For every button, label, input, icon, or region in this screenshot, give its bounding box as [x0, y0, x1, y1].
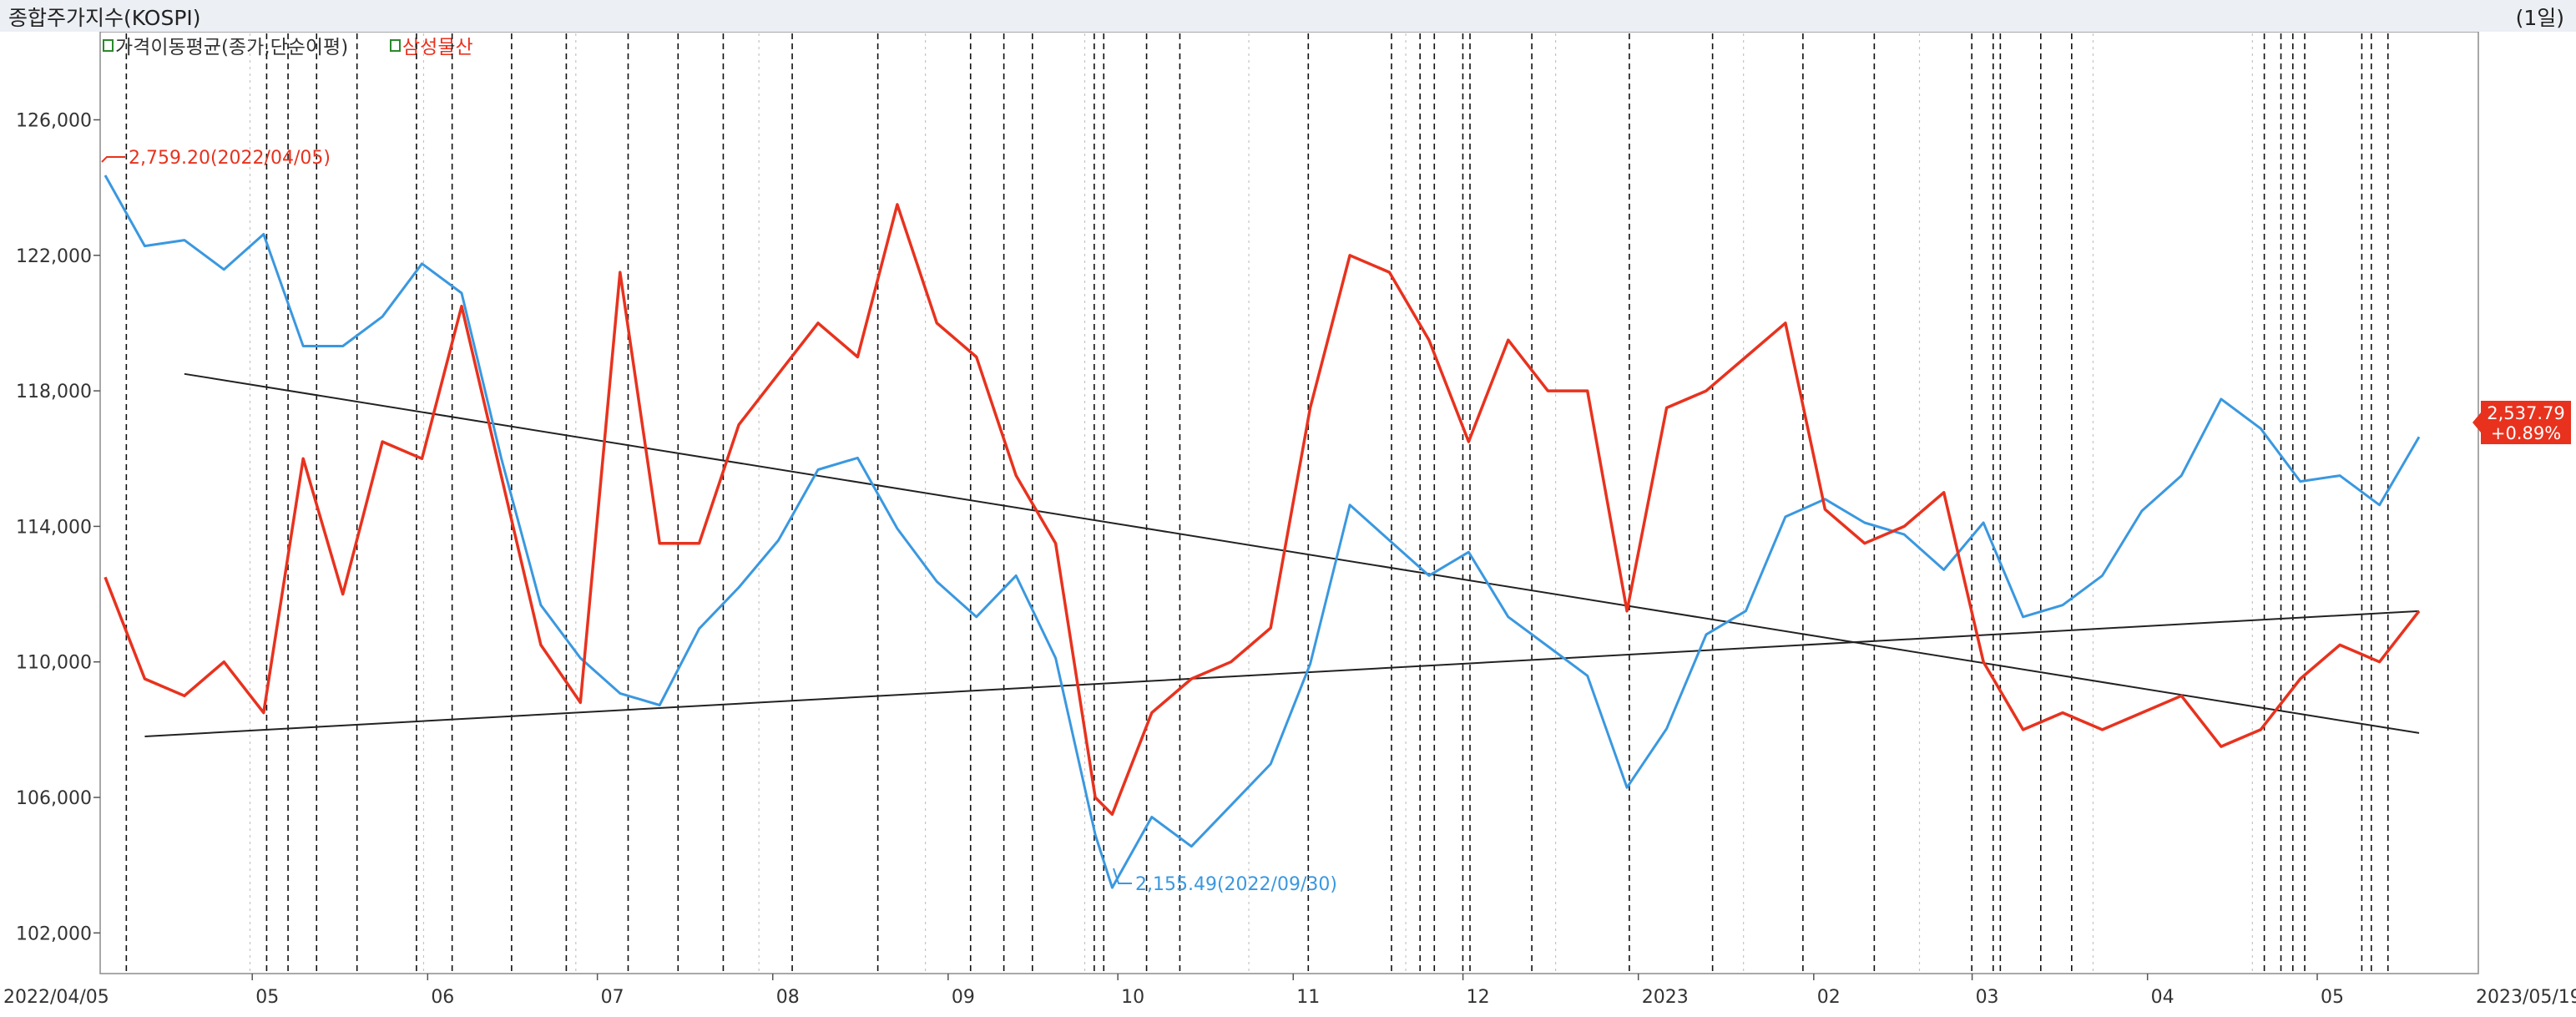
x-tick-label: 04: [2151, 987, 2174, 1008]
x-tick-label: 11: [1296, 987, 1320, 1008]
x-tick-label: 09: [952, 987, 975, 1008]
grid-lines: [249, 33, 2253, 974]
x-tick-label: 06: [431, 987, 454, 1008]
left-tick-label: 122,000: [16, 246, 92, 267]
x-tick-label: 12: [1467, 987, 1490, 1008]
trendline: [184, 372, 2420, 734]
x-start-label: 2022/04/05: [3, 987, 109, 1008]
legend: 가격이동평균(종가,단순이평) 삼성물산: [103, 37, 473, 58]
x-tick-label: 02: [1817, 987, 1841, 1008]
x-tick-label: 05: [255, 987, 279, 1008]
x-tick-label: 07: [601, 987, 624, 1008]
high-annotation-leader: [101, 156, 125, 163]
period-label[interactable]: (1일): [2515, 6, 2564, 30]
last-change: +0.89%: [2491, 423, 2561, 443]
x-tick-label: 05: [2321, 987, 2344, 1008]
x-tick-label: 10: [1121, 987, 1144, 1008]
x-tick-label: 03: [1976, 987, 1999, 1008]
left-tick-label: 110,000: [16, 653, 92, 674]
legend-marker-ma: [103, 39, 114, 52]
title-bar: 종합주가지수(KOSPI) (1일): [0, 0, 2576, 33]
left-axis: 126,000 122,000 118,000 114,000 110,000 106,0…: [16, 110, 100, 944]
high-annotation: 2,759.20(2022/04/05): [129, 148, 331, 169]
left-tick-label: 102,000: [16, 923, 92, 944]
trendline: [144, 610, 2420, 737]
plot-area: [99, 32, 2479, 974]
chart-title: 종합주가지수(KOSPI): [8, 6, 201, 30]
legend-samsung-label: 삼성물산: [402, 37, 473, 58]
samsung-series-line: [104, 203, 2421, 817]
annotations: 2,759.20(2022/04/05) 2,155.49(2022/09/30…: [101, 148, 1337, 895]
last-value-badge: 2,537.79 +0.89%: [2472, 401, 2571, 444]
x-end-label: 2023/05/19: [2476, 987, 2576, 1008]
legend-ma-label: 가격이동평균(종가,단순이평): [115, 37, 348, 58]
low-annotation-leader: [1113, 868, 1132, 884]
event-lines: [125, 33, 2389, 974]
last-value: 2,537.79: [2487, 403, 2565, 423]
left-tick-label: 106,000: [16, 788, 92, 809]
series-lines: [104, 175, 2421, 889]
x-axis: 2022/04/05 2023/05/19 05 06 07 08 09 10 11 12 20…: [3, 974, 2576, 1008]
low-annotation: 2,155.49(2022/09/30): [1135, 874, 1337, 895]
left-tick-label: 118,000: [16, 382, 92, 402]
kospi-series-line: [104, 175, 2421, 889]
left-tick-label: 114,000: [16, 517, 92, 538]
trendlines: [144, 372, 2420, 737]
chart-canvas[interactable]: 가격이동평균(종가,단순이평) 삼성물산 126,000 122,000 118,0…: [0, 32, 2576, 1017]
legend-marker-samsung: [390, 39, 401, 52]
left-tick-label: 126,000: [16, 110, 92, 131]
x-tick-label: 08: [776, 987, 800, 1008]
x-tick-label: 2023: [1642, 987, 1689, 1008]
